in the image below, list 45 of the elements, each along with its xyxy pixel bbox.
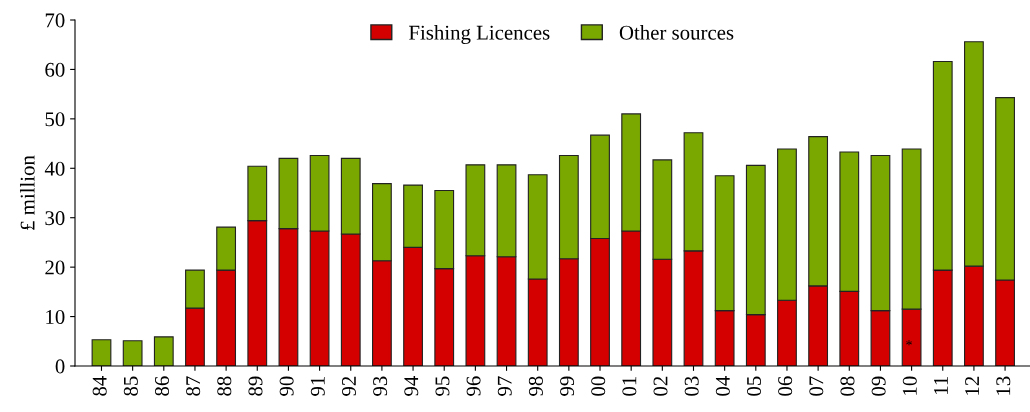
x-tick-label: 96 bbox=[466, 376, 481, 396]
annotation: * bbox=[906, 340, 912, 346]
x-tick-label: 01 bbox=[622, 376, 637, 396]
legend-label: Other sources bbox=[619, 25, 734, 40]
x-tick-label: 04 bbox=[715, 376, 730, 396]
x-tick-label: 91 bbox=[310, 376, 325, 396]
x-tick-label: 94 bbox=[404, 376, 419, 396]
y-tick-label: 40 bbox=[44, 161, 65, 176]
x-tick-label: 03 bbox=[684, 376, 699, 396]
x-tick-label: 08 bbox=[840, 376, 855, 396]
x-tick-label: 07 bbox=[809, 376, 824, 396]
x-tick-label: 92 bbox=[341, 376, 356, 396]
x-tick-label: 87 bbox=[186, 376, 201, 396]
x-tick-label: 95 bbox=[435, 376, 450, 396]
y-tick-label: 0 bbox=[55, 359, 65, 374]
x-tick-label: 84 bbox=[92, 376, 107, 396]
x-tick-label: 89 bbox=[248, 376, 263, 396]
bar bbox=[153, 336, 174, 366]
x-tick-label: 93 bbox=[373, 376, 388, 396]
y-tick-label: 60 bbox=[45, 62, 65, 77]
x-tick-label: 13 bbox=[996, 376, 1011, 395]
x-tick-label: 05 bbox=[746, 376, 762, 396]
x-tick-label: 12 bbox=[965, 376, 979, 395]
y-tick-label: 70 bbox=[45, 13, 65, 28]
x-tick-label: 11 bbox=[934, 376, 948, 394]
x-tick-label: 99 bbox=[560, 376, 575, 396]
x-tick-label: 09 bbox=[871, 376, 886, 396]
y-tick-label: 50 bbox=[45, 112, 65, 127]
y-axis-title: £ million bbox=[20, 155, 35, 230]
bar bbox=[91, 339, 112, 366]
x-tick-label: 88 bbox=[217, 376, 232, 396]
x-tick-label: 02 bbox=[653, 376, 668, 396]
y-tick-label: 10 bbox=[46, 309, 65, 324]
x-tick-label: 00 bbox=[591, 376, 606, 396]
x-tick-label: 86 bbox=[154, 376, 170, 396]
x-tick-label: 98 bbox=[528, 376, 543, 396]
bar bbox=[122, 340, 143, 366]
x-tick-label: 85 bbox=[123, 376, 138, 396]
x-tick-label: 90 bbox=[279, 376, 294, 396]
x-tick-label: 10 bbox=[902, 376, 917, 395]
y-tick-label: 20 bbox=[45, 260, 65, 275]
x-tick-label: 97 bbox=[497, 376, 512, 396]
x-tick-label: 06 bbox=[778, 376, 793, 396]
legend-label: Fishing Licences bbox=[409, 25, 550, 44]
y-tick-label: 30 bbox=[45, 211, 65, 226]
